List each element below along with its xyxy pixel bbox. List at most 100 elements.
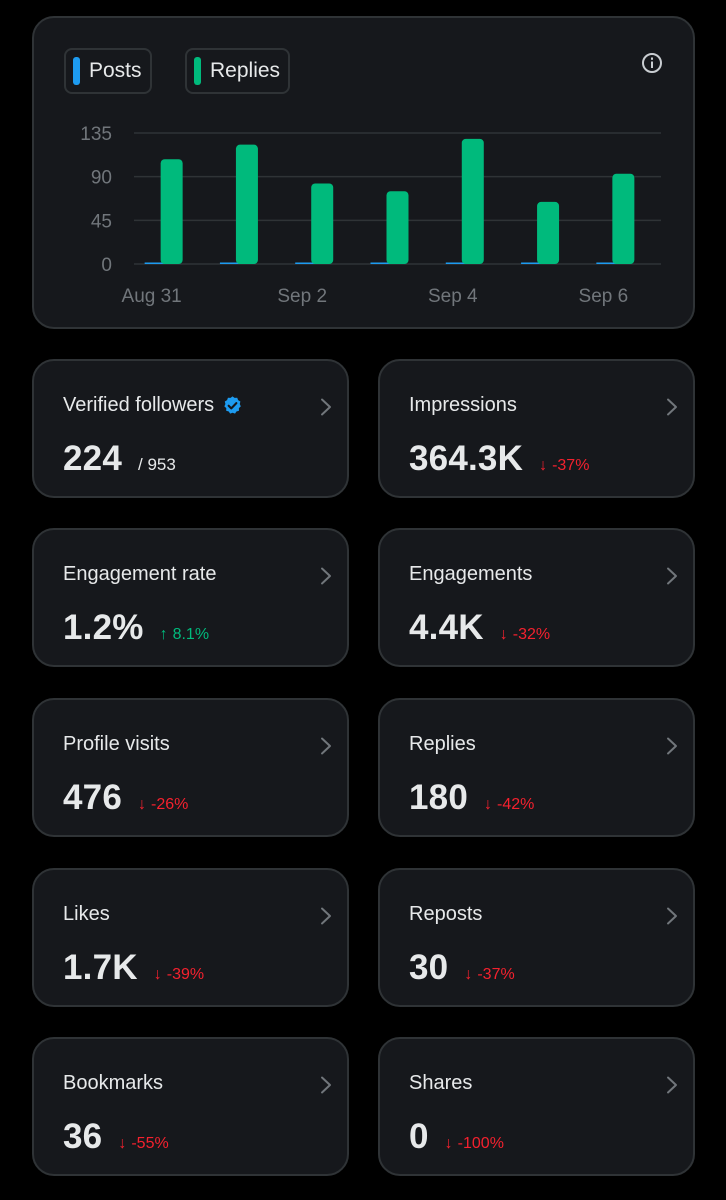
- metric-value: 30: [409, 948, 449, 987]
- y-tick-label: 135: [80, 124, 112, 145]
- legend-replies[interactable]: Replies: [185, 48, 291, 94]
- chevron-right-icon: [321, 567, 331, 585]
- y-tick-label: 90: [91, 168, 112, 189]
- metric-label: Impressions: [409, 394, 517, 416]
- metric-value: 180: [409, 778, 468, 817]
- legend-posts-label: Posts: [89, 59, 142, 82]
- legend-replies-swatch: [194, 57, 201, 85]
- bar-replies: [311, 183, 334, 264]
- metric-card-reposts[interactable]: Reposts 30 ↓ -37%: [378, 868, 695, 1007]
- arrow-down-icon: ↓: [118, 1135, 127, 1152]
- metric-label: Likes: [63, 903, 110, 925]
- metric-value-row: 180 ↓ -42%: [409, 778, 534, 818]
- arrow-down-icon: ↓: [153, 966, 162, 983]
- chevron-right-icon: [321, 398, 331, 416]
- metric-value: 0: [409, 1117, 429, 1156]
- metric-label: Bookmarks: [63, 1072, 164, 1094]
- metric-change-value: -37%: [477, 966, 515, 983]
- metric-card-verified-followers[interactable]: Verified followers 224 / 953: [32, 359, 349, 498]
- metric-change: ↓ -100%: [445, 1135, 504, 1153]
- metric-value-row: 30 ↓ -37%: [409, 948, 515, 988]
- metric-value-row: 1.7K ↓ -39%: [63, 948, 204, 988]
- metric-card-shares[interactable]: Shares 0 ↓ -100%: [378, 1037, 695, 1176]
- metric-value-row: 36 ↓ -55%: [63, 1117, 169, 1157]
- bar-posts: [521, 262, 544, 264]
- metric-value: 1.2%: [63, 608, 144, 647]
- metric-value: 36: [63, 1117, 103, 1156]
- metric-change-value: -26%: [151, 796, 189, 813]
- arrow-down-icon: ↓: [499, 626, 508, 643]
- bar-posts: [144, 262, 167, 264]
- chart-card: 0 45 90 135 Aug 31 Sep 2 Sep 4 Sep 6 Posts Repl…: [32, 16, 695, 329]
- metric-card-profile-visits[interactable]: Profile visits 476 ↓ -26%: [32, 698, 349, 837]
- bar-posts: [596, 262, 619, 264]
- metric-value-row: 476 ↓ -26%: [63, 778, 188, 818]
- chevron-right-icon: [321, 1076, 331, 1094]
- info-icon[interactable]: [641, 52, 663, 74]
- metric-total: / 953: [138, 455, 176, 474]
- metric-card-impressions[interactable]: Impressions 364.3K ↓ -37%: [378, 359, 695, 498]
- metric-value-row: 1.2% ↑ 8.1%: [63, 608, 209, 648]
- metric-change: ↓ -37%: [539, 457, 589, 475]
- metric-value: 1.7K: [63, 948, 138, 987]
- metric-label: Engagement rate: [63, 563, 217, 585]
- metric-label-row: Verified followers: [63, 394, 243, 417]
- metric-card-bookmarks[interactable]: Bookmarks 36 ↓ -55%: [32, 1037, 349, 1176]
- bar-posts: [370, 262, 393, 264]
- metric-value: 476: [63, 778, 122, 817]
- bar-posts: [295, 262, 318, 264]
- metric-change: ↓ -26%: [138, 796, 188, 814]
- arrow-down-icon: ↓: [138, 796, 146, 813]
- metric-change: ↓ -55%: [118, 1135, 168, 1153]
- metric-label: Engagements: [409, 563, 533, 585]
- metric-change: ↑ 8.1%: [160, 626, 209, 644]
- bar-posts: [445, 262, 468, 264]
- chevron-right-icon: [667, 567, 677, 585]
- metric-value-row: 224 / 953: [63, 439, 176, 479]
- metric-change-value: -100%: [457, 1135, 504, 1152]
- metric-change-value: -39%: [166, 966, 205, 983]
- metric-change-value: -55%: [131, 1135, 169, 1152]
- x-tick-label: Sep 2: [277, 286, 327, 307]
- arrow-down-icon: ↓: [464, 966, 473, 983]
- chevron-right-icon: [667, 737, 677, 755]
- chevron-right-icon: [667, 398, 677, 416]
- metric-change: ↓ -42%: [484, 796, 534, 814]
- bar-replies: [160, 159, 183, 264]
- chevron-right-icon: [321, 907, 331, 925]
- metric-label-row: Engagements: [409, 563, 532, 586]
- metric-label: Profile visits: [63, 733, 170, 755]
- metric-change-value: -37%: [552, 457, 590, 474]
- metric-change-value: -42%: [497, 796, 535, 813]
- chevron-right-icon: [667, 1076, 677, 1094]
- metric-label: Reposts: [409, 903, 483, 925]
- metric-label: Shares: [409, 1072, 473, 1094]
- metric-label-row: Reposts: [409, 903, 482, 926]
- arrow-up-icon: ↑: [159, 626, 168, 643]
- legend-posts-swatch: [73, 57, 80, 85]
- legend-posts[interactable]: Posts: [64, 48, 152, 94]
- legend-replies-label: Replies: [210, 59, 281, 82]
- metric-change: ↓ -39%: [154, 966, 204, 984]
- metric-card-likes[interactable]: Likes 1.7K ↓ -39%: [32, 868, 349, 1007]
- bar-replies: [612, 173, 635, 264]
- metric-label: Replies: [409, 733, 476, 755]
- bar-posts: [219, 262, 242, 264]
- metric-label: Verified followers: [63, 394, 215, 416]
- bar-replies: [386, 191, 409, 264]
- metric-label-row: Bookmarks: [63, 1072, 163, 1095]
- metric-value: 4.4K: [409, 608, 484, 647]
- verified-badge-icon: [224, 396, 241, 414]
- chevron-right-icon: [667, 907, 677, 925]
- metric-label-row: Likes: [63, 903, 110, 926]
- chevron-right-icon: [321, 737, 331, 755]
- metric-label-row: Profile visits: [63, 733, 170, 756]
- metric-card-engagements[interactable]: Engagements 4.4K ↓ -32%: [378, 528, 695, 667]
- bar-chart: 0 45 90 135 Aug 31 Sep 2 Sep 4 Sep 6: [80, 124, 661, 307]
- metric-card-replies[interactable]: Replies 180 ↓ -42%: [378, 698, 695, 837]
- metric-value: 224: [63, 439, 122, 478]
- metric-value-row: 364.3K ↓ -37%: [409, 439, 589, 479]
- bar-replies: [235, 144, 258, 264]
- metric-card-engagement-rate[interactable]: Engagement rate 1.2% ↑ 8.1%: [32, 528, 349, 667]
- arrow-down-icon: ↓: [484, 796, 492, 813]
